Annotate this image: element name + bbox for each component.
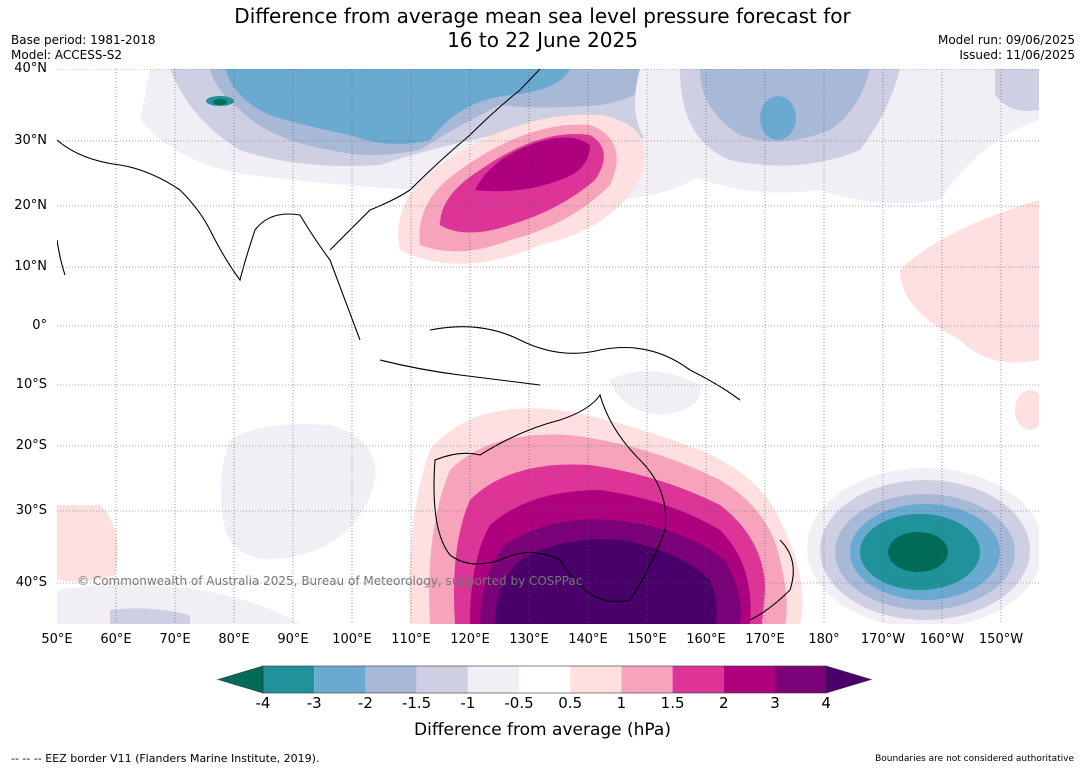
latitude-label: 20°N (14, 198, 47, 213)
colorbar-tick-label: -1 (460, 694, 476, 712)
colorbar-tick-label: -4 (255, 694, 271, 712)
colorbar-tick-label: 1 (616, 694, 627, 712)
colorbar-tick-label: 2 (719, 694, 729, 712)
eez-legend-note: -- -- -- EEZ border V11 (Flanders Marine… (11, 752, 320, 765)
latitude-label: 40°N (14, 61, 47, 76)
longitude-label: 170°E (745, 632, 785, 647)
longitude-label: 150°W (978, 632, 1024, 647)
latitude-label: 10°S (15, 377, 47, 392)
longitude-label: 90°E (277, 632, 309, 647)
colorbar-segment (723, 666, 775, 693)
colorbar-segment (263, 666, 315, 693)
longitude-label: 50°E (41, 632, 73, 647)
colorbar (216, 665, 873, 694)
colorbar-tick-label: -3 (306, 694, 322, 712)
colorbar-segment (519, 666, 571, 693)
meta-right: Model run: 09/06/2025 Issued: 11/06/2025 (938, 33, 1075, 63)
longitude-label: 120°E (450, 632, 490, 647)
boundaries-disclaimer: Boundaries are not considered authoritat… (875, 754, 1074, 764)
issued-date: Issued: 11/06/2025 (959, 48, 1075, 62)
base-period: Base period: 1981-2018 (11, 33, 156, 47)
colorbar-tick-label: -1.5 (401, 694, 432, 712)
colorbar-segment (416, 666, 468, 693)
positive-anomaly-australia (409, 408, 803, 624)
meta-left: Base period: 1981-2018 Model: ACCESS-S2 (11, 33, 156, 63)
colorbar-under-arrow (216, 665, 264, 694)
negative-anomaly-north (140, 69, 740, 200)
colorbar-tick-label: 3 (770, 694, 780, 712)
longitude-label: 150°E (627, 632, 667, 647)
colorbar-tick-label: 0.5 (558, 694, 583, 712)
longitude-label: 140°E (568, 632, 608, 647)
copyright-notice: © Commonwealth of Australia 2025, Bureau… (77, 574, 583, 588)
longitude-label: 80°E (218, 632, 250, 647)
colorbar-segment (570, 666, 622, 693)
colorbar-tick-label: 1.5 (660, 694, 685, 712)
longitude-label: 100°E (332, 632, 372, 647)
model-run: Model run: 09/06/2025 (937, 33, 1075, 47)
longitude-label: 180° (808, 632, 840, 647)
colorbar-label: Difference from average (hPa) (414, 720, 671, 740)
title-line-1: Difference from average mean sea level p… (234, 4, 851, 28)
positive-anomaly-philippines (398, 114, 645, 264)
map-title: Difference from average mean sea level p… (0, 4, 1085, 52)
colorbar-over-arrow (825, 665, 873, 694)
latitude-label: 30°N (14, 133, 47, 148)
colorbar-tick-label: -2 (357, 694, 373, 712)
colorbar-segment (467, 666, 519, 693)
colorbar-frame (262, 665, 827, 694)
positive-anomaly-east-pacific (57, 200, 1039, 582)
colorbar-tick-label: -0.5 (504, 694, 534, 712)
latitude-label: 10°N (14, 259, 47, 274)
colorbar-segment (775, 666, 827, 693)
negative-anomaly-north-pacific (635, 69, 1039, 204)
colorbar-segment (672, 666, 724, 693)
longitude-label: 110°E (391, 632, 431, 647)
longitude-label: 160°E (686, 632, 726, 647)
negative-anomaly-tasman-east (807, 468, 1039, 624)
longitude-label: 160°W (919, 632, 965, 647)
latitude-label: 30°S (15, 503, 47, 518)
coastlines (57, 69, 794, 621)
title-line-2: 16 to 22 June 2025 (447, 28, 638, 52)
latitude-label: 20°S (15, 438, 47, 453)
graticule (57, 69, 1039, 624)
colorbar-segment (365, 666, 417, 693)
latitude-label: 40°S (15, 575, 47, 590)
weak-negative-regions (57, 371, 701, 624)
colorbar-tick-label: 4 (821, 694, 831, 712)
colorbar-segment (621, 666, 673, 693)
latitude-label: 0° (32, 318, 47, 333)
model-name: Model: ACCESS-S2 (11, 48, 123, 62)
longitude-label: 60°E (100, 632, 132, 647)
longitude-label: 170°W (860, 632, 906, 647)
longitude-label: 70°E (159, 632, 191, 647)
longitude-label: 130°E (509, 632, 549, 647)
colorbar-segment (314, 666, 366, 693)
